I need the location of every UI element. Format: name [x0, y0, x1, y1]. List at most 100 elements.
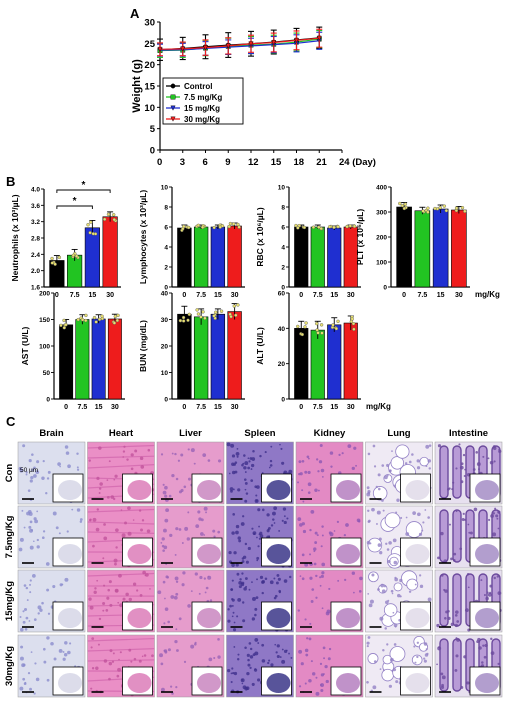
individual-point	[57, 255, 62, 260]
histology-tile	[156, 505, 225, 569]
cell-nucleus	[200, 532, 204, 536]
panel-letter-a: A	[130, 6, 140, 21]
cell-nucleus	[162, 490, 167, 495]
cell-nucleus	[105, 609, 109, 612]
cell-nucleus	[160, 687, 165, 692]
cell-nucleus	[20, 645, 24, 649]
cell-nucleus	[394, 576, 397, 579]
cell-nucleus	[275, 651, 278, 654]
y-tick-label: 2.8	[31, 236, 40, 243]
cell-nucleus	[261, 508, 265, 512]
cell-nucleus	[309, 528, 312, 532]
y-tick-label: 2.0	[31, 268, 40, 275]
individual-point	[181, 319, 186, 323]
cell-nucleus	[454, 614, 458, 617]
individual-point	[196, 223, 201, 228]
cell-nucleus	[261, 580, 265, 584]
column-label: Liver	[179, 428, 202, 439]
alveolus	[384, 512, 401, 529]
cell-nucleus	[33, 466, 36, 470]
cell-nucleus	[476, 462, 481, 467]
cell-nucleus	[24, 627, 28, 631]
cell-nucleus	[421, 529, 424, 532]
cell-nucleus	[230, 443, 235, 448]
individual-point	[300, 332, 305, 337]
row-label: 15mg/Kg	[4, 581, 15, 621]
cell-nucleus	[440, 574, 444, 577]
cell-nucleus	[481, 664, 485, 668]
cell-nucleus	[480, 579, 483, 582]
cell-nucleus	[490, 651, 495, 655]
cell-nucleus	[380, 583, 385, 588]
histology-image-grid: Brain Heart Liver Spleen Kidney Lung Intestine…	[4, 428, 503, 698]
cell-nucleus	[243, 587, 247, 591]
cell-nucleus	[167, 620, 170, 624]
x-tick-label: 0	[299, 404, 303, 411]
cell-nucleus	[92, 544, 95, 548]
cell-nucleus	[67, 464, 71, 469]
cell-nucleus	[244, 542, 248, 546]
cell-nucleus	[43, 660, 47, 664]
muscle-fiber	[87, 455, 155, 459]
cell-nucleus	[106, 479, 109, 482]
cell-nucleus	[41, 601, 44, 605]
cell-nucleus	[427, 459, 432, 463]
cell-nucleus	[261, 472, 264, 474]
histology-tile	[17, 441, 86, 505]
cell-nucleus	[239, 578, 242, 581]
cell-nucleus	[290, 656, 293, 659]
cell-nucleus	[273, 596, 277, 600]
cell-nucleus	[251, 457, 256, 461]
cell-nucleus	[22, 677, 26, 681]
y-tick-label: 0	[383, 285, 387, 292]
cell-nucleus	[235, 452, 240, 456]
individual-point	[296, 226, 300, 230]
cell-nucleus	[168, 494, 172, 498]
cell-nucleus	[329, 532, 334, 537]
cell-nucleus	[52, 584, 56, 589]
cell-nucleus	[270, 445, 273, 448]
cell-nucleus	[195, 524, 200, 529]
cell-nucleus	[118, 658, 120, 661]
cell-nucleus	[254, 607, 258, 611]
cell-nucleus	[297, 517, 302, 522]
cell-nucleus	[232, 488, 235, 491]
alveolus	[395, 444, 410, 459]
cell-nucleus	[490, 637, 493, 641]
individual-point	[463, 209, 467, 213]
cell-nucleus	[428, 444, 432, 447]
cell-nucleus	[25, 586, 29, 590]
cell-nucleus	[268, 527, 271, 530]
cell-nucleus	[33, 618, 37, 621]
x-tick-label: 15	[214, 292, 222, 299]
cell-nucleus	[270, 663, 274, 667]
individual-point	[214, 310, 218, 314]
x-tick-label: 6	[203, 157, 208, 168]
individual-point	[319, 323, 324, 327]
cell-nucleus	[95, 527, 100, 532]
cell-nucleus	[251, 581, 253, 584]
cell-nucleus	[92, 517, 97, 522]
cell-nucleus	[19, 656, 24, 661]
cell-nucleus	[79, 518, 83, 521]
cell-nucleus	[376, 523, 378, 525]
cell-nucleus	[311, 588, 315, 591]
cell-nucleus	[232, 628, 237, 632]
cell-nucleus	[301, 553, 305, 557]
cell-nucleus	[393, 643, 397, 646]
individual-point	[398, 201, 402, 206]
individual-point	[442, 204, 447, 208]
cell-nucleus	[55, 526, 59, 530]
cell-nucleus	[325, 611, 330, 616]
cell-nucleus	[307, 470, 311, 475]
inset-tissue	[405, 608, 430, 628]
cell-nucleus	[437, 646, 442, 651]
cell-nucleus	[413, 645, 416, 648]
villus	[439, 638, 449, 692]
cell-nucleus	[309, 553, 312, 556]
individual-point	[62, 318, 66, 323]
individual-point	[317, 225, 321, 229]
individual-point	[71, 253, 76, 258]
cell-nucleus	[21, 509, 24, 512]
cell-nucleus	[88, 459, 91, 462]
